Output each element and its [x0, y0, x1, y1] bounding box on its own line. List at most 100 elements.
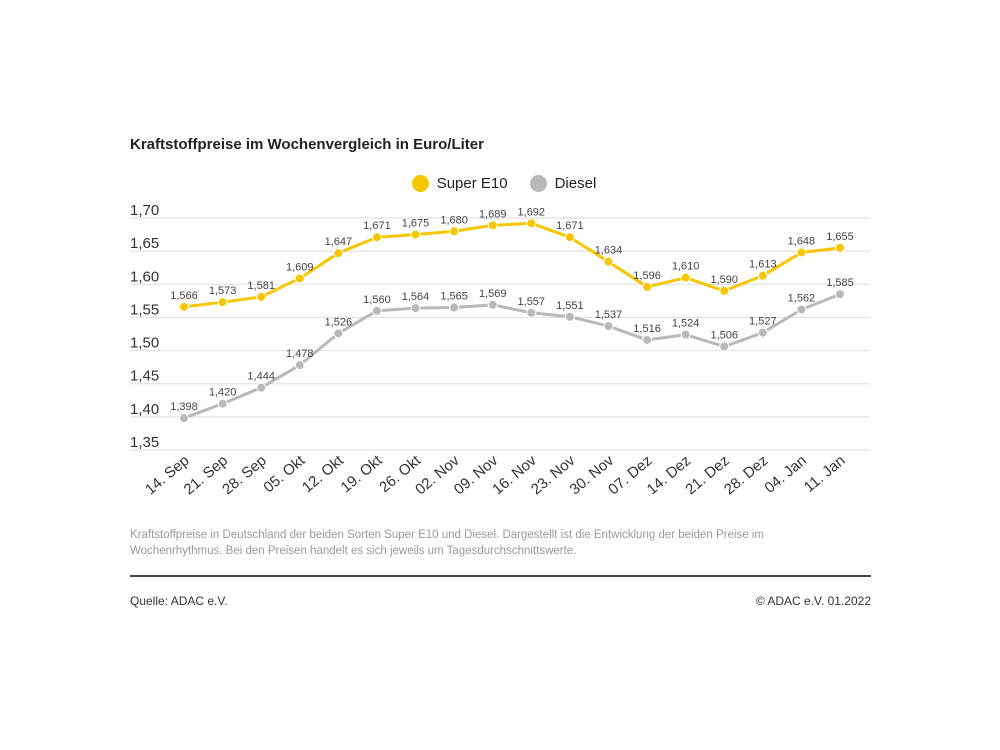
data-label-super-e10: 1,596 [633, 270, 661, 282]
data-label-diesel: 1,420 [209, 387, 237, 399]
y-tick-label: 1,45 [130, 368, 159, 385]
data-point-super-e10 [333, 248, 344, 259]
data-label-super-e10: 1,590 [710, 274, 738, 286]
data-point-diesel [256, 382, 267, 393]
data-label-super-e10: 1,573 [209, 285, 237, 297]
data-label-diesel: 1,478 [286, 348, 314, 360]
legend-item-super-e10: Super E10 [411, 175, 508, 192]
data-label-super-e10: 1,655 [826, 231, 854, 243]
data-label-diesel: 1,526 [325, 316, 353, 328]
legend-item-diesel: Diesel [529, 175, 597, 192]
data-point-diesel [796, 304, 807, 315]
data-label-diesel: 1,557 [518, 296, 546, 308]
data-label-super-e10: 1,566 [170, 290, 198, 302]
data-label-super-e10: 1,648 [788, 235, 816, 247]
data-label-diesel: 1,506 [710, 330, 738, 342]
legend-label-diesel: Diesel [554, 175, 597, 192]
y-tick-label: 1,40 [130, 401, 159, 418]
x-tick-label: 28. Sep [219, 452, 270, 498]
data-point-super-e10 [526, 218, 537, 229]
data-label-super-e10: 1,689 [479, 208, 507, 220]
data-label-super-e10: 1,634 [595, 245, 623, 257]
data-point-diesel [179, 413, 189, 424]
x-tick-label: 19. Okt [338, 452, 387, 497]
x-tick-label: 11. Jan [801, 452, 849, 496]
legend-label-super-e10: Super E10 [436, 175, 508, 192]
y-tick-label: 1,55 [130, 301, 159, 318]
data-point-super-e10 [680, 272, 691, 283]
chart-title: Kraftstoffpreise im Wochenvergleich in E… [130, 136, 484, 153]
data-point-diesel [835, 289, 845, 300]
data-point-diesel [603, 321, 614, 332]
series-line-diesel [183, 292, 841, 420]
data-point-super-e10 [371, 232, 382, 243]
x-tick-label: 28. Dez [721, 452, 772, 498]
data-point-diesel [449, 302, 460, 313]
data-point-diesel [217, 398, 228, 409]
data-label-diesel: 1,551 [556, 300, 584, 312]
data-label-super-e10: 1,680 [440, 214, 468, 226]
data-point-super-e10 [256, 291, 267, 302]
data-label-diesel: 1,537 [595, 309, 623, 321]
data-point-super-e10 [294, 273, 305, 284]
data-label-diesel: 1,516 [633, 323, 661, 335]
data-point-diesel [294, 360, 305, 371]
data-point-diesel [410, 303, 421, 314]
data-point-super-e10 [603, 256, 614, 267]
data-label-super-e10: 1,675 [402, 218, 430, 230]
data-point-diesel [487, 299, 498, 310]
data-point-diesel [719, 341, 730, 352]
data-label-super-e10: 1,609 [286, 261, 314, 273]
data-label-diesel: 1,524 [672, 318, 700, 330]
copyright-note: © ADAC e.V. 01.2022 [755, 594, 871, 608]
data-point-diesel [371, 305, 382, 316]
x-tick-label: 04. Jan [761, 452, 810, 497]
data-label-diesel: 1,569 [479, 288, 507, 300]
data-point-super-e10 [217, 297, 228, 308]
data-point-super-e10 [642, 281, 653, 292]
data-label-diesel: 1,398 [170, 401, 198, 413]
data-point-super-e10 [410, 229, 421, 240]
data-point-diesel [526, 307, 537, 318]
data-point-super-e10 [564, 232, 575, 243]
y-tick-label: 1,70 [130, 202, 159, 219]
data-point-super-e10 [179, 301, 189, 312]
data-label-diesel: 1,585 [826, 277, 854, 289]
data-label-diesel: 1,562 [788, 292, 816, 304]
x-tick-label: 05. Okt [260, 452, 309, 497]
data-label-super-e10: 1,692 [518, 206, 546, 218]
data-point-super-e10 [719, 285, 730, 296]
chart-caption: Kraftstoffpreise in Deutschland der beid… [130, 529, 764, 557]
data-label-super-e10: 1,671 [363, 220, 391, 232]
data-label-super-e10: 1,671 [556, 220, 584, 232]
data-point-super-e10 [796, 247, 807, 258]
data-label-super-e10: 1,610 [672, 261, 700, 273]
data-point-super-e10 [757, 270, 768, 281]
y-tick-label: 1,50 [130, 335, 159, 352]
data-point-super-e10 [487, 220, 498, 231]
y-tick-label: 1,65 [130, 235, 159, 252]
data-point-super-e10 [449, 226, 460, 237]
footer-divider [130, 575, 871, 577]
y-tick-label: 1,60 [130, 268, 159, 285]
data-point-diesel [680, 329, 691, 340]
chart-legend: Super E10 Diesel [0, 175, 1000, 192]
y-tick-label: 1,35 [130, 434, 159, 451]
data-label-super-e10: 1,647 [325, 236, 353, 248]
data-label-diesel: 1,565 [440, 290, 468, 302]
data-label-super-e10: 1,613 [749, 259, 777, 271]
data-label-diesel: 1,527 [749, 316, 777, 328]
data-point-super-e10 [835, 242, 845, 253]
source-note: Quelle: ADAC e.V. [130, 594, 228, 608]
data-point-diesel [333, 328, 344, 339]
data-label-super-e10: 1,581 [247, 280, 275, 292]
data-label-diesel: 1,444 [247, 371, 275, 383]
data-point-diesel [642, 334, 653, 345]
data-label-diesel: 1,560 [363, 294, 391, 306]
data-point-diesel [757, 327, 768, 338]
x-tick-label: 12. Okt [299, 452, 348, 497]
data-label-diesel: 1,564 [402, 291, 430, 303]
legend-swatch-diesel [529, 175, 547, 192]
legend-swatch-super-e10 [411, 175, 429, 192]
